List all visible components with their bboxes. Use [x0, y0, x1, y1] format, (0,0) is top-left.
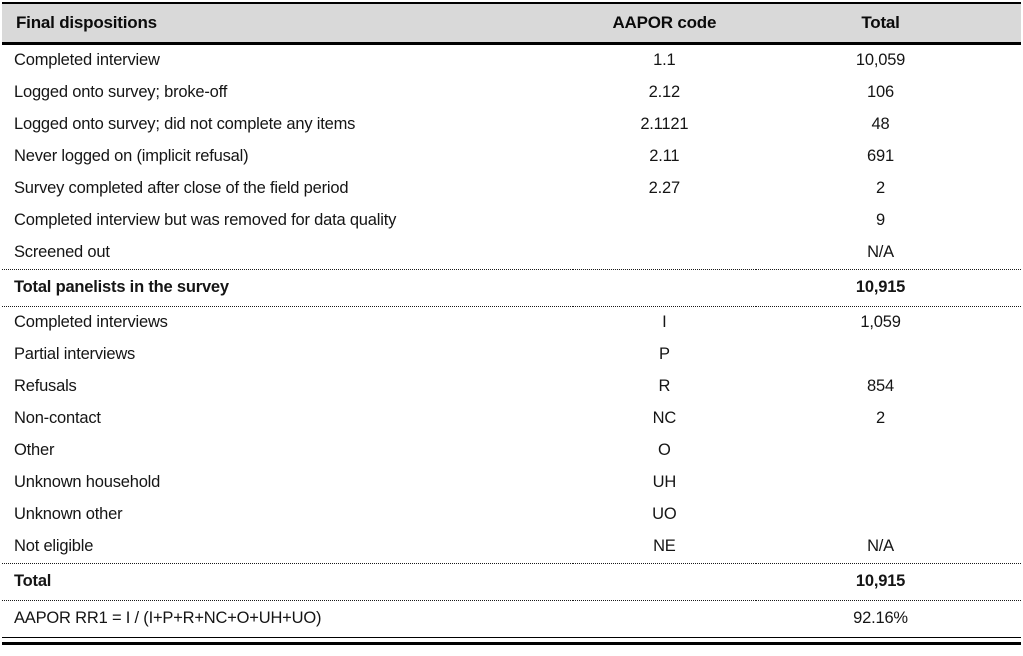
table-row: Screened out N/A	[2, 237, 1021, 270]
disposition-label-cell: Total panelists in the survey	[14, 278, 229, 296]
aapor-code-cell	[573, 237, 756, 270]
total-cell: 92.16%	[853, 609, 908, 627]
table-row: Not eligible NE N/A	[2, 531, 1021, 564]
aapor-code-cell: I	[662, 313, 667, 331]
table-row: Total panelists in the survey 10,915	[2, 269, 1021, 306]
disposition-label-cell: Completed interview	[14, 51, 160, 69]
total-cell: 854	[867, 377, 894, 395]
total-cell: 10,059	[855, 51, 906, 69]
aapor-code-cell: P	[658, 345, 670, 363]
total-cell	[756, 339, 1021, 371]
aapor-code-cell: NE	[653, 537, 676, 555]
disposition-label-cell: Screened out	[14, 243, 110, 261]
table-row: Completed interviews I 1,059	[2, 306, 1021, 339]
table-row: Partial interviews P	[2, 339, 1021, 371]
table-row: Other O	[2, 435, 1021, 467]
aapor-code-cell	[573, 269, 756, 306]
total-cell: N/A	[867, 243, 894, 261]
table-row: Completed interview but was removed for …	[2, 205, 1021, 237]
aapor-code-cell: O	[658, 441, 671, 459]
disposition-label-cell: Logged onto survey; did not complete any…	[14, 115, 356, 133]
total-cell	[756, 499, 1021, 531]
table-row: Never logged on (implicit refusal) 2.11 69…	[2, 141, 1021, 173]
header-row: Final dispositions AAPOR code Total	[2, 3, 1021, 43]
disposition-label-cell: Not eligible	[14, 537, 94, 555]
disposition-label-cell: Completed interviews	[14, 313, 168, 331]
disposition-label-cell: Other	[14, 441, 55, 459]
disposition-label-cell: Refusals	[14, 377, 77, 395]
total-cell: N/A	[867, 537, 894, 555]
total-cell: 10,915	[855, 572, 906, 590]
total-cell: 10,915	[855, 278, 906, 296]
disposition-label-cell: Never logged on (implicit refusal)	[14, 147, 249, 165]
header-final-dispositions: Final dispositions	[16, 12, 157, 32]
table-row: Total 10,915	[2, 563, 1021, 600]
aapor-code-cell	[573, 205, 756, 237]
table-row: Unknown other UO	[2, 499, 1021, 531]
disposition-label-cell: Completed interview but was removed for …	[14, 211, 397, 229]
table-row: AAPOR RR1 = I / (I+P+R+NC+O+UH+UO) 92.16%	[2, 600, 1021, 637]
table-row: Survey completed after close of the fiel…	[2, 173, 1021, 205]
total-cell: 48	[871, 115, 890, 133]
aapor-code-cell	[573, 563, 756, 600]
bottom-double-rule	[2, 641, 1021, 645]
table-body: Completed interview 1.1 10,059 Logged onto …	[2, 43, 1021, 637]
table-row: Non-contact NC 2	[2, 403, 1021, 435]
total-cell: 1,059	[860, 313, 901, 331]
total-cell: 2	[876, 409, 886, 427]
disposition-label-cell: Unknown household	[14, 473, 161, 491]
table-row: Logged onto survey; did not complete any…	[2, 109, 1021, 141]
disposition-label-cell: Logged onto survey; broke-off	[14, 83, 228, 101]
disposition-label-cell: Non-contact	[14, 409, 101, 427]
aapor-code-cell: R	[658, 377, 671, 395]
aapor-code-cell: 2.12	[648, 83, 681, 101]
dispositions-table-container: Final dispositions AAPOR code Total Comp…	[2, 2, 1021, 645]
aapor-code-cell: 2.1121	[640, 115, 689, 133]
disposition-label-cell: Survey completed after close of the fiel…	[14, 179, 349, 197]
table-row: Unknown household UH	[2, 467, 1021, 499]
disposition-label-cell: Total	[14, 572, 52, 590]
total-cell: 691	[867, 147, 894, 165]
aapor-code-cell: 2.11	[649, 147, 680, 165]
disposition-label-cell: AAPOR RR1 = I / (I+P+R+NC+O+UH+UO)	[14, 609, 322, 627]
total-cell: 106	[867, 83, 894, 101]
total-cell	[756, 435, 1021, 467]
disposition-label-cell: Partial interviews	[14, 345, 136, 363]
aapor-code-cell	[573, 600, 756, 637]
aapor-code-cell: UO	[652, 505, 677, 523]
total-cell: 2	[876, 179, 886, 197]
header-aapor-code: AAPOR code	[612, 12, 717, 32]
aapor-code-cell: UH	[652, 473, 677, 491]
aapor-code-cell: 2.27	[648, 179, 681, 197]
total-cell: 9	[876, 211, 886, 229]
table-row: Logged onto survey; broke-off 2.12 106	[2, 77, 1021, 109]
aapor-code-cell: NC	[652, 409, 677, 427]
table-header: Final dispositions AAPOR code Total	[2, 3, 1021, 43]
disposition-label-cell: Unknown other	[14, 505, 123, 523]
table-row: Completed interview 1.1 10,059	[2, 43, 1021, 77]
header-total: Total	[861, 12, 900, 32]
aapor-code-cell: 1.1	[653, 51, 676, 69]
final-dispositions-table: Final dispositions AAPOR code Total Comp…	[2, 2, 1021, 638]
table-row: Refusals R 854	[2, 371, 1021, 403]
total-cell	[756, 467, 1021, 499]
